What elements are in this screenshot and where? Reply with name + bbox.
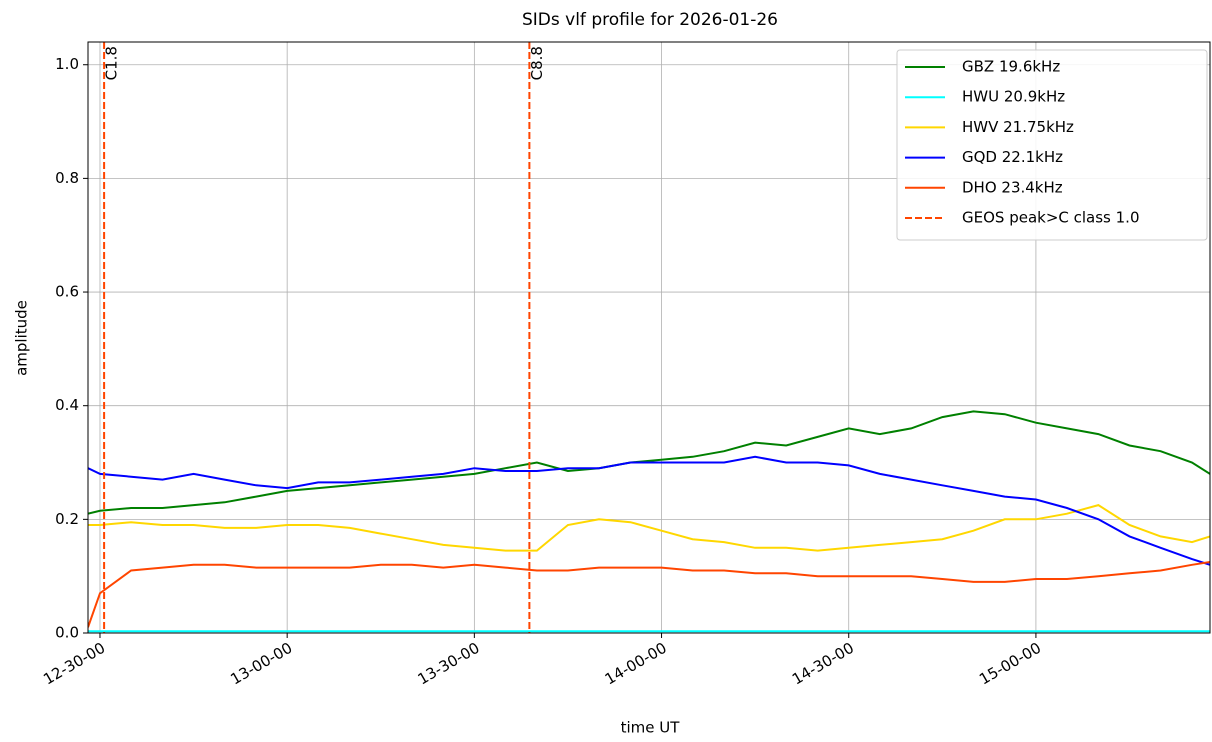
y-tick-label: 0.4 <box>55 396 79 414</box>
y-tick-label: 1.0 <box>55 55 79 73</box>
x-axis-label: time UT <box>621 719 681 737</box>
chart-title: SIDs vlf profile for 2026-01-26 <box>522 10 778 30</box>
series-line <box>88 561 1210 628</box>
legend-label: GBZ 19.6kHz <box>962 58 1060 76</box>
x-tick-label: 14-30-00 <box>789 639 857 689</box>
legend-label: GQD 22.1kHz <box>962 148 1063 166</box>
series-line <box>88 504 1210 552</box>
legend-label: HWV 21.75kHz <box>962 118 1074 136</box>
y-tick-label: 0.0 <box>55 624 79 642</box>
legend-label: DHO 23.4kHz <box>962 178 1063 196</box>
plot-frame <box>87 41 1211 634</box>
flare-label: C1.8 <box>103 46 121 80</box>
x-tick-label: 12-30-00 <box>40 639 108 689</box>
x-tick-label: 13-30-00 <box>415 639 483 689</box>
y-tick-label: 0.8 <box>55 169 79 187</box>
legend-label: HWU 20.9kHz <box>962 88 1065 106</box>
legend-box <box>896 49 1208 241</box>
x-tick-label: 14-00-00 <box>602 639 670 689</box>
flare-label: C8.8 <box>528 46 546 80</box>
legend-label: GEOS peak>C class 1.0 <box>962 209 1140 227</box>
x-tick-label: 15-00-00 <box>976 639 1044 689</box>
y-tick-label: 0.6 <box>55 283 79 301</box>
series-line <box>88 410 1210 515</box>
y-axis-label: amplitude <box>13 300 31 376</box>
y-tick-label: 0.2 <box>55 510 79 528</box>
series-line <box>88 455 1210 566</box>
x-tick-label: 13-00-00 <box>227 639 295 689</box>
